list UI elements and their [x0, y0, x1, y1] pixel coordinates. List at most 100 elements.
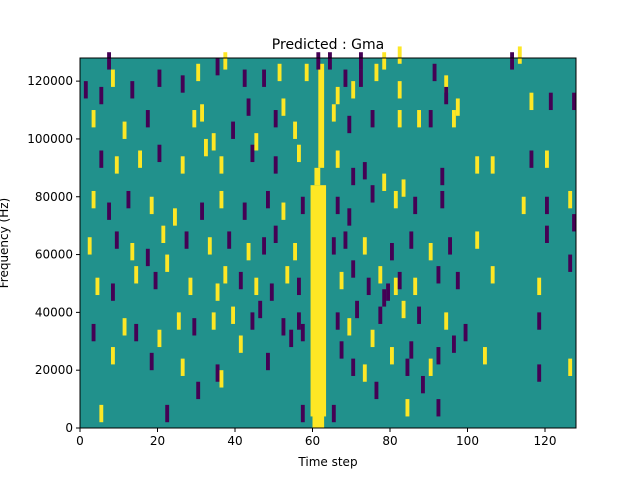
heatmap-cell [339, 341, 344, 359]
heatmap-cell [517, 46, 522, 64]
heatmap-cell [99, 404, 104, 423]
heatmap-cell [145, 110, 150, 128]
heatmap-cell [390, 243, 394, 261]
heatmap-cell [475, 231, 480, 249]
heatmap-cell [273, 156, 278, 174]
heatmap-cell [246, 98, 251, 116]
heatmap-cell [436, 266, 441, 284]
heatmap-cell [382, 173, 387, 191]
plot-area [80, 46, 576, 428]
heatmap-cell [277, 63, 282, 82]
x-tick-label: 60 [305, 434, 320, 448]
heatmap-cell [238, 335, 243, 353]
y-tick-label: 60000 [35, 248, 73, 262]
heatmap-cell [215, 58, 220, 76]
heatmap-cell [250, 312, 255, 330]
heatmap-cell [417, 110, 421, 128]
heatmap-cell [196, 381, 201, 400]
y-axis-label: Frequency (Hz) [0, 198, 11, 289]
heatmap-cell [215, 364, 220, 382]
heatmap-cell [122, 121, 127, 139]
heatmap-cell [347, 318, 352, 336]
heatmap-cell [374, 381, 379, 400]
heatmap-cell [548, 92, 553, 111]
heatmap-cell [99, 150, 104, 168]
y-tick-label: 0 [65, 421, 73, 435]
x-axis-ticks: 0 20 40 60 80 100 120 [76, 428, 556, 448]
heatmap-cell [246, 243, 251, 261]
heatmap-cell [529, 150, 534, 168]
y-tick-label: 80000 [35, 190, 73, 204]
heatmap-cell [180, 75, 185, 93]
heatmap-cell [347, 208, 352, 226]
heatmap-cell [223, 52, 228, 70]
heatmap-cell [122, 318, 127, 336]
chart-title: Predicted : Gma [272, 37, 384, 53]
heatmap-cell [165, 254, 170, 272]
heatmap-cell [335, 312, 340, 330]
heatmap-cell [297, 312, 301, 330]
heatmap-cell [455, 271, 460, 290]
heatmap-cell [254, 277, 259, 296]
heatmap-cell [382, 52, 387, 70]
heatmap-cell [258, 300, 263, 319]
heatmap-cell [483, 347, 487, 365]
heatmap-cell [417, 306, 421, 324]
heatmap-cell [521, 196, 526, 215]
heatmap-cell [545, 150, 549, 168]
heatmap-cell [444, 75, 449, 93]
heatmap-cell [114, 231, 119, 249]
heatmap-cell [537, 277, 542, 296]
heatmap-cell [173, 208, 177, 226]
heatmap-cell [293, 121, 297, 139]
heatmap-cell [289, 329, 294, 348]
heatmap-cell [114, 156, 119, 174]
heatmap-cell [397, 46, 402, 64]
heatmap-cell [219, 370, 224, 388]
y-tick-label: 120000 [27, 74, 73, 88]
heatmap-cell [153, 271, 158, 290]
heatmap-cell [490, 156, 495, 174]
heatmap-cell [347, 115, 352, 134]
heatmap-cell [111, 283, 115, 301]
heatmap-cell [421, 375, 425, 394]
x-tick-label: 120 [534, 434, 557, 448]
heatmap-cell [366, 277, 371, 296]
heatmap-cell [231, 306, 235, 324]
heatmap-cell [95, 277, 100, 296]
heatmap-cell [370, 110, 375, 128]
heatmap-cell [149, 196, 154, 215]
heatmap-cell [572, 92, 576, 111]
heatmap-cell [91, 323, 96, 342]
heatmap-cell [145, 248, 150, 267]
heatmap-cell [401, 179, 406, 197]
heatmap-cell [134, 323, 139, 342]
heatmap-cell [405, 358, 410, 376]
heatmap-cell [455, 98, 460, 116]
heatmap-cell [343, 231, 348, 249]
heatmap-cell [351, 260, 356, 278]
heatmap-cell [250, 144, 255, 163]
heatmap-cell [397, 110, 402, 128]
heatmap-cell [107, 52, 111, 70]
heatmap-cell [335, 196, 340, 215]
heatmap-cell [545, 225, 549, 243]
heatmap-cell [281, 98, 286, 116]
heatmap-cell [297, 144, 301, 163]
heatmap-cell [83, 81, 88, 99]
heatmap-cell [397, 271, 402, 290]
heatmap-cell [378, 266, 383, 284]
heatmap-cell [413, 277, 418, 296]
heatmap-cell [382, 289, 387, 307]
heatmap-cell [149, 352, 154, 371]
heatmap-cell [262, 69, 266, 87]
heatmap-cell [475, 156, 480, 174]
heatmap-cell [405, 399, 410, 417]
heatmap-cell [176, 312, 181, 330]
heatmap-cell [335, 150, 340, 168]
heatmap-cell [393, 277, 398, 296]
heatmap-cell [444, 312, 449, 330]
y-axis-ticks: 0 20000 40000 60000 80000 100000 120000 [27, 74, 80, 435]
heatmap-cell [568, 358, 573, 376]
heatmap-cell [351, 81, 356, 99]
